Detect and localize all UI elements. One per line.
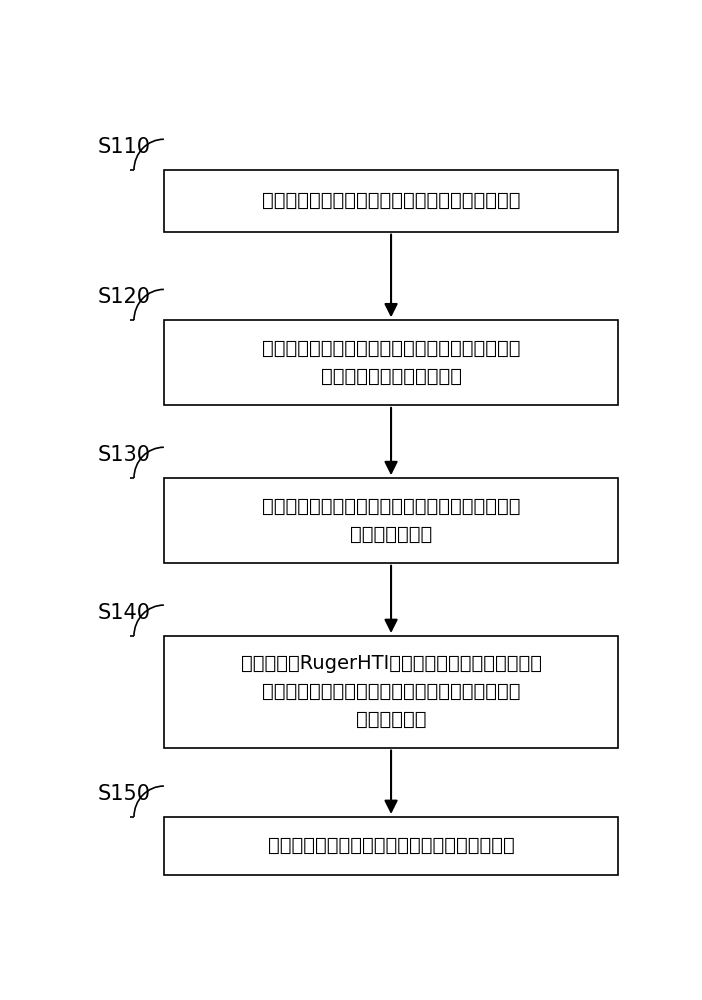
Text: S130: S130 xyxy=(98,445,150,465)
Text: 基于角度信息对叠前方位道集进行叠加处理以获取
对应的叠后方位地震数据体: 基于角度信息对叠前方位道集进行叠加处理以获取 对应的叠后方位地震数据体 xyxy=(262,339,520,386)
Text: 基于各向异性参数和相关变量计算各向异性梯度: 基于各向异性参数和相关变量计算各向异性梯度 xyxy=(267,836,515,855)
Text: S120: S120 xyxy=(98,287,150,307)
Text: 基于采集的地震数据获取叠前方位道集的角度信息: 基于采集的地震数据获取叠前方位道集的角度信息 xyxy=(262,191,520,210)
Text: S150: S150 xyxy=(98,784,150,804)
Bar xyxy=(164,636,618,748)
Text: S140: S140 xyxy=(98,603,150,623)
Bar xyxy=(164,478,618,563)
Bar xyxy=(164,170,618,232)
Text: 对叠后方位地震数据体进行稀疏脉冲反演以获取对
应的反射系数体: 对叠后方位地震数据体进行稀疏脉冲反演以获取对 应的反射系数体 xyxy=(262,497,520,544)
Bar xyxy=(164,320,618,405)
Text: 基于简化的RugerHTI介质纵波近似反射系数方程对
反射系数体和角度信息进行处理以获取各向异性参
数和相关变量: 基于简化的RugerHTI介质纵波近似反射系数方程对 反射系数体和角度信息进行处… xyxy=(241,654,541,729)
Text: S110: S110 xyxy=(98,137,150,157)
Bar xyxy=(164,817,618,875)
